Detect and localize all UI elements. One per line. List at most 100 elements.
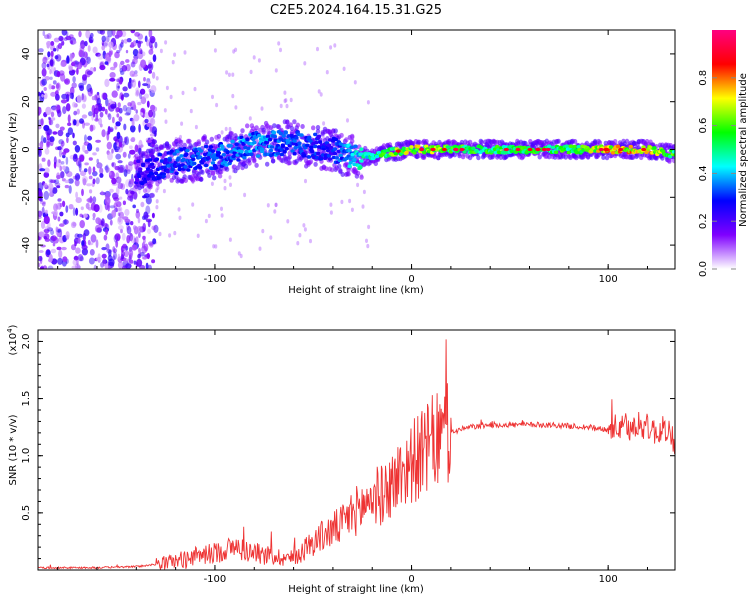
noise-mark [353, 80, 357, 85]
ridge-mark [170, 167, 175, 172]
noise-mark [79, 154, 85, 162]
noise-mark [55, 83, 60, 89]
ridge-mark [234, 135, 239, 141]
noise-mark [196, 233, 200, 238]
ridge-mark [261, 129, 266, 135]
noise-mark [72, 140, 77, 146]
noise-mark [138, 48, 143, 55]
noise-mark [129, 233, 134, 242]
noise-mark [75, 247, 81, 254]
ridge-mark [329, 167, 335, 173]
noise-mark [225, 70, 229, 75]
noise-mark [44, 34, 50, 39]
noise-mark [180, 121, 184, 126]
noise-mark [143, 211, 149, 220]
noise-mark [92, 46, 98, 54]
noise-mark [65, 103, 71, 112]
noise-mark [47, 61, 51, 70]
noise-mark [64, 219, 67, 225]
noise-mark [82, 144, 86, 153]
ridge-mark [203, 144, 209, 149]
noise-mark [158, 231, 162, 237]
noise-mark [52, 242, 56, 247]
noise-mark [143, 93, 149, 99]
ridge-mark [175, 149, 180, 154]
noise-mark [50, 117, 56, 121]
noise-mark [227, 72, 231, 78]
noise-mark [41, 62, 47, 70]
noise-mark [99, 111, 104, 118]
ridge-mark [479, 139, 485, 145]
noise-mark [105, 167, 111, 173]
noise-mark [348, 198, 352, 204]
ridge-mark [182, 142, 187, 148]
ridge-mark [358, 165, 363, 169]
noise-mark [212, 244, 216, 249]
noise-mark [88, 166, 92, 175]
ridge-mark [218, 155, 223, 159]
noise-mark [128, 161, 134, 166]
ridge-mark [597, 140, 603, 146]
ridge-mark [212, 175, 217, 181]
noise-mark [48, 83, 52, 90]
y-tick-label: 1.0 [21, 448, 32, 464]
noise-mark [61, 93, 68, 100]
noise-mark [329, 202, 333, 207]
ridge-mark [574, 150, 579, 155]
ridge-mark [280, 143, 285, 147]
noise-mark [135, 210, 141, 219]
snr-x-ticks: -100 0 100 [57, 330, 648, 585]
noise-mark [325, 70, 329, 75]
noise-mark [41, 206, 45, 215]
noise-mark [49, 59, 54, 67]
ridge-mark [334, 156, 339, 160]
ridge-mark [210, 170, 216, 176]
noise-mark [72, 101, 77, 108]
y-tick-label: 0.5 [21, 505, 32, 521]
noise-mark [152, 238, 157, 245]
ridge-mark [265, 134, 271, 139]
noise-mark [283, 90, 287, 95]
ridge-mark [601, 155, 606, 160]
noise-mark [140, 201, 145, 208]
noise-mark [156, 185, 160, 190]
noise-mark [62, 165, 66, 170]
noise-mark [155, 205, 159, 210]
ridge-mark [593, 138, 598, 144]
noise-mark [137, 253, 141, 259]
ridge-mark [608, 145, 614, 149]
noise-mark [112, 116, 115, 124]
ridge-mark [200, 169, 205, 175]
ridge-mark [462, 150, 467, 154]
noise-mark [181, 90, 185, 96]
noise-mark [40, 220, 46, 229]
ridge-mark [259, 147, 265, 151]
noise-mark [144, 118, 149, 124]
ridge-mark [295, 122, 301, 128]
ridge-mark [176, 156, 181, 160]
ridge-mark [149, 162, 155, 167]
noise-mark [92, 196, 97, 204]
ridge-mark [225, 150, 230, 155]
ridge-mark [339, 132, 344, 138]
noise-mark [130, 221, 134, 226]
noise-mark [83, 168, 88, 173]
noise-mark [123, 257, 129, 264]
noise-mark [273, 209, 277, 214]
noise-mark [55, 158, 62, 168]
noise-mark [49, 58, 55, 67]
ridge-mark [350, 138, 355, 144]
noise-mark [103, 234, 108, 241]
noise-mark [72, 132, 75, 139]
noise-mark [104, 53, 111, 62]
ridge-mark [165, 169, 170, 174]
noise-mark [207, 213, 211, 219]
ridge-mark [162, 165, 167, 169]
ridge-mark [445, 145, 451, 149]
noise-mark [133, 114, 140, 122]
noise-mark [73, 110, 78, 116]
ridge-mark [313, 161, 318, 167]
noise-mark [56, 185, 61, 189]
noise-mark [125, 179, 131, 188]
noise-mark [77, 160, 82, 168]
